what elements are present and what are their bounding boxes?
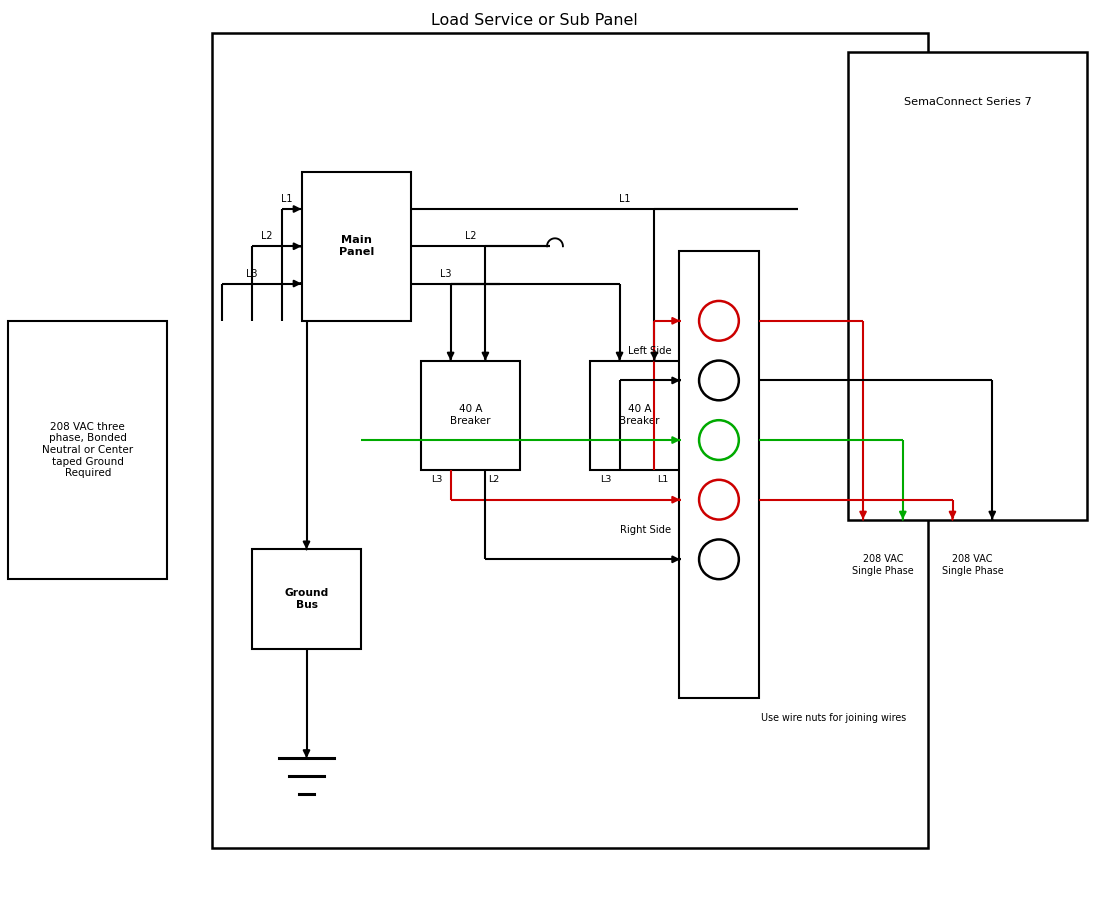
Bar <box>679 251 759 698</box>
Text: SemaConnect Series 7: SemaConnect Series 7 <box>903 97 1031 107</box>
Text: L3: L3 <box>601 475 612 484</box>
Text: L1: L1 <box>658 475 669 484</box>
Text: Ground
Bus: Ground Bus <box>285 589 329 610</box>
Text: Left Side: Left Side <box>628 346 671 356</box>
Text: Main
Panel: Main Panel <box>339 236 374 257</box>
Bar <box>848 52 1087 519</box>
Text: 208 VAC
Single Phase: 208 VAC Single Phase <box>942 554 1003 576</box>
Text: L2: L2 <box>488 475 499 484</box>
Text: L3: L3 <box>431 475 442 484</box>
Text: 40 A
Breaker: 40 A Breaker <box>450 404 491 426</box>
Text: L3: L3 <box>440 268 451 279</box>
Bar <box>252 549 361 649</box>
Text: 208 VAC three
phase, Bonded
Neutral or Center
taped Ground
Required: 208 VAC three phase, Bonded Neutral or C… <box>42 422 133 478</box>
Text: L2: L2 <box>465 231 476 241</box>
Text: L1: L1 <box>619 194 630 204</box>
Bar <box>301 172 411 320</box>
Text: 40 A
Breaker: 40 A Breaker <box>619 404 660 426</box>
Text: 208 VAC
Single Phase: 208 VAC Single Phase <box>852 554 914 576</box>
Text: L1: L1 <box>280 194 293 204</box>
Text: Load Service or Sub Panel: Load Service or Sub Panel <box>431 13 638 28</box>
Text: Right Side: Right Side <box>620 525 671 535</box>
Bar <box>590 361 689 470</box>
Bar <box>212 32 927 848</box>
Text: Use wire nuts for joining wires: Use wire nuts for joining wires <box>760 714 906 724</box>
Bar <box>9 320 167 580</box>
Text: L2: L2 <box>261 231 273 241</box>
Bar <box>421 361 520 470</box>
Text: L3: L3 <box>246 268 257 279</box>
